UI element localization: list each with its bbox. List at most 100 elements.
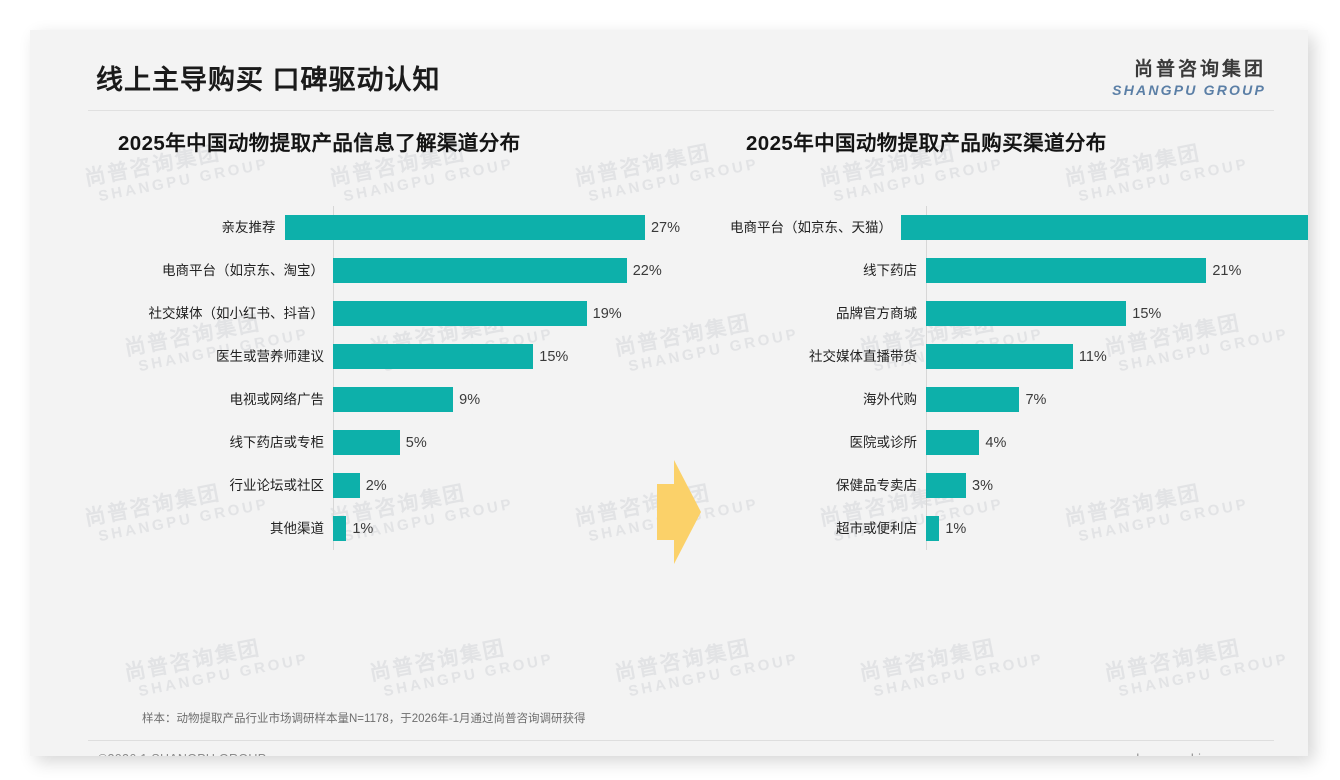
value-axis-line-right xyxy=(926,206,927,550)
bar-row: 社交媒体直播带货 11% xyxy=(730,335,1290,378)
bar-row: 电商平台（如京东、天猫） 38% xyxy=(730,206,1308,249)
bar xyxy=(926,516,940,541)
bar-value-label: 4% xyxy=(985,434,1007,451)
bar-row: 海外代购 7% xyxy=(730,378,1290,421)
category-label: 社交媒体（如小红书、抖音） xyxy=(148,305,325,321)
bar-row: 保健品专卖店 3% xyxy=(730,464,1290,507)
bar xyxy=(333,516,347,541)
bar xyxy=(333,387,454,412)
bar-row: 线下药店或专柜 5% xyxy=(70,421,680,464)
bar-row: 品牌官方商城 15% xyxy=(730,292,1290,335)
category-label: 品牌官方商城 xyxy=(836,305,917,321)
bar-row: 电商平台（如京东、淘宝） 22% xyxy=(70,249,680,292)
bar xyxy=(926,430,980,455)
bar-row: 医院或诊所 4% xyxy=(730,421,1290,464)
right-arrow-icon xyxy=(657,458,701,566)
category-label: 海外代购 xyxy=(863,391,917,407)
charts-container: 2025年中国动物提取产品信息了解渠道分布 亲友推荐 27% 电商平台（如京东、淘宝… xyxy=(30,126,1308,656)
chart-title-right: 2025年中国动物提取产品购买渠道分布 xyxy=(746,132,1107,155)
bar-chart-right: 电商平台（如京东、天猫） 38% 线下药店 21% 品牌官方商城 15% 社交媒体直播带货 1… xyxy=(730,206,1308,550)
brand-name-cn: 尚普咨询集团 xyxy=(1133,59,1266,80)
bar-track: 7% xyxy=(926,387,1290,412)
bar-value-label: 19% xyxy=(592,305,622,322)
bar-value-label: 15% xyxy=(1132,305,1162,322)
bar-value-label: 11% xyxy=(1078,348,1107,365)
bar xyxy=(901,215,1308,240)
bar-track: 2% xyxy=(333,473,680,498)
bar-value-label: 9% xyxy=(459,391,481,408)
bar-track: 19% xyxy=(333,301,680,326)
bar-track: 5% xyxy=(333,430,680,455)
bar-value-label: 1% xyxy=(945,520,967,537)
category-label: 电商平台（如京东、天猫） xyxy=(730,219,892,235)
chart-panel-awareness-channels: 2025年中国动物提取产品信息了解渠道分布 亲友推荐 27% 电商平台（如京东、淘宝… xyxy=(70,126,680,656)
category-label: 其他渠道 xyxy=(270,520,324,536)
bar xyxy=(333,473,360,498)
category-label: 电视或网络广告 xyxy=(229,391,325,407)
website-url[interactable]: www.shangpu-china.com xyxy=(1099,752,1244,756)
bar-value-label: 5% xyxy=(405,434,427,451)
bar xyxy=(926,258,1207,283)
bar-value-label: 21% xyxy=(1212,262,1242,279)
bar-track: 22% xyxy=(333,258,680,283)
bar-track: 11% xyxy=(926,344,1290,369)
bar-row: 超市或便利店 1% xyxy=(730,507,1290,550)
slide-footer: ©2026.1 SHANGPU GROUP www.shangpu-china.… xyxy=(30,742,1308,756)
bar-track: 15% xyxy=(926,301,1290,326)
bar-track: 3% xyxy=(926,473,1290,498)
brand-logo: 尚普咨询集团 SHANGPU GROUP xyxy=(1112,58,1266,99)
header-divider xyxy=(88,110,1274,111)
bar-row: 社交媒体（如小红书、抖音） 19% xyxy=(70,292,680,335)
bar-row: 医生或营养师建议 15% xyxy=(70,335,680,378)
category-label: 线下药店或专柜 xyxy=(229,434,325,450)
brand-name-en: SHANGPU GROUP xyxy=(1112,81,1266,98)
bar-row: 亲友推荐 27% xyxy=(70,206,680,249)
sample-note: 样本：动物提取产品行业市场调研样本量N=1178，于2026年-1月通过尚普咨询… xyxy=(142,713,586,725)
bar-row: 线下药店 21% xyxy=(730,249,1290,292)
bar xyxy=(926,301,1127,326)
bar-value-label: 27% xyxy=(650,219,680,236)
bar xyxy=(333,258,627,283)
bar xyxy=(926,344,1073,369)
category-label: 电商平台（如京东、淘宝） xyxy=(162,262,324,278)
bar-row: 电视或网络广告 9% xyxy=(70,378,680,421)
bar-value-label: 1% xyxy=(352,520,374,537)
bar-chart-left: 亲友推荐 27% 电商平台（如京东、淘宝） 22% 社交媒体（如小红书、抖音） 19% 医生… xyxy=(70,206,680,550)
bar-track: 1% xyxy=(333,516,680,541)
category-label: 亲友推荐 xyxy=(221,219,276,235)
bar xyxy=(333,344,534,369)
bar-row: 其他渠道 1% xyxy=(70,507,680,550)
bar xyxy=(284,215,645,240)
page-title: 线上主导购买 口碑驱动认知 xyxy=(96,65,441,95)
category-label: 医生或营养师建议 xyxy=(216,348,324,364)
slide-header: 线上主导购买 口碑驱动认知 尚普咨询集团 SHANGPU GROUP xyxy=(30,30,1308,108)
bar-track: 1% xyxy=(926,516,1290,541)
chart-title-left: 2025年中国动物提取产品信息了解渠道分布 xyxy=(118,132,521,155)
bar-track: 38% xyxy=(901,215,1308,240)
slide-card: 尚普咨询集团 SHANGPU GROUP 尚普咨询集团 SHANGPU GROUP 尚普… xyxy=(30,30,1308,756)
value-axis-line-left xyxy=(333,206,334,550)
bar xyxy=(333,430,400,455)
bar-value-label: 15% xyxy=(539,348,569,365)
bar-track: 21% xyxy=(926,258,1290,283)
chart-panel-purchase-channels: 2025年中国动物提取产品购买渠道分布 电商平台（如京东、天猫） 38% 线下药店 2… xyxy=(730,126,1308,656)
bar xyxy=(926,387,1020,412)
category-label: 行业论坛或社区 xyxy=(229,477,325,493)
bar-track: 15% xyxy=(333,344,680,369)
bar xyxy=(926,473,967,498)
bar xyxy=(333,301,587,326)
category-label: 社交媒体直播带货 xyxy=(809,348,917,364)
bar-value-label: 7% xyxy=(1025,391,1047,408)
footer-divider xyxy=(88,740,1274,741)
bar-value-label: 3% xyxy=(972,477,994,494)
copyright-text: ©2026.1 SHANGPU GROUP xyxy=(98,752,266,756)
bar-track: 9% xyxy=(333,387,680,412)
bar-row: 行业论坛或社区 2% xyxy=(70,464,680,507)
bar-track: 27% xyxy=(284,215,680,240)
bar-value-label: 22% xyxy=(632,262,662,279)
category-label: 线下药店 xyxy=(863,262,917,278)
bar-value-label: 2% xyxy=(365,477,387,494)
category-label: 保健品专卖店 xyxy=(836,477,917,493)
bar-track: 4% xyxy=(926,430,1290,455)
category-label: 超市或便利店 xyxy=(836,520,917,536)
